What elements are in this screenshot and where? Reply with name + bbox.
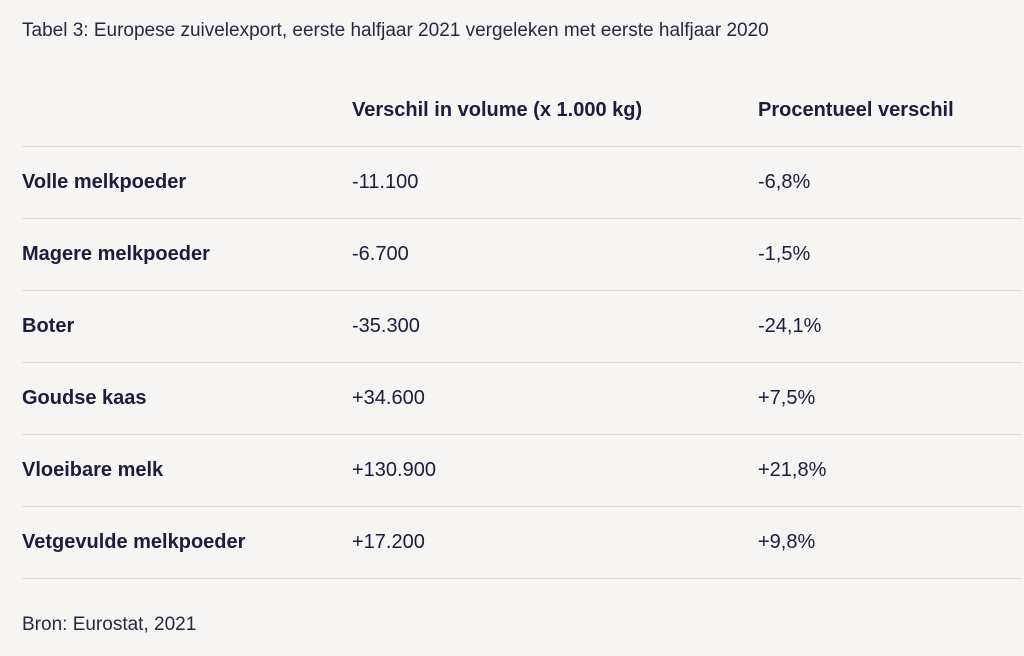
row-product: Vloeibare melk [22,459,164,481]
data-table: Verschil in volume (x 1.000 kg) Procentu… [22,74,1022,579]
header-volume: Verschil in volume (x 1.000 kg) [352,98,643,121]
row-volume: +130.900 [352,459,436,481]
row-product: Goudse kaas [22,387,147,409]
table-row: Vloeibare melk +130.900 +21,8% [22,435,1022,507]
row-volume: -11.100 [352,171,419,193]
table-row: Goudse kaas +34.600 +7,5% [22,363,1022,435]
table-row: Vetgevulde melkpoeder +17.200 +9,8% [22,507,1022,579]
table-row: Boter -35.300 -24,1% [22,291,1022,363]
row-percent: +9,8% [758,531,816,553]
source-note: Bron: Eurostat, 2021 [22,614,197,635]
row-volume: -35.300 [352,315,420,337]
table-header-row: Verschil in volume (x 1.000 kg) Procentu… [22,74,1022,147]
row-percent: -6,8% [758,171,811,193]
row-percent: +7,5% [758,387,816,409]
row-volume: +34.600 [352,387,425,409]
row-product: Boter [22,315,75,337]
row-product: Volle melkpoeder [22,171,187,193]
table-row: Magere melkpoeder -6.700 -1,5% [22,219,1022,291]
row-product: Magere melkpoeder [22,243,210,265]
row-percent: -24,1% [758,315,822,337]
row-volume: +17.200 [352,531,425,553]
table-caption: Tabel 3: Europese zuivelexport, eerste h… [22,20,769,41]
table-row: Volle melkpoeder -11.100 -6,8% [22,147,1022,219]
row-percent: +21,8% [758,459,827,481]
header-percent: Procentueel verschil [758,98,954,121]
row-volume: -6.700 [352,243,409,265]
row-percent: -1,5% [758,243,811,265]
row-product: Vetgevulde melkpoeder [22,531,246,553]
